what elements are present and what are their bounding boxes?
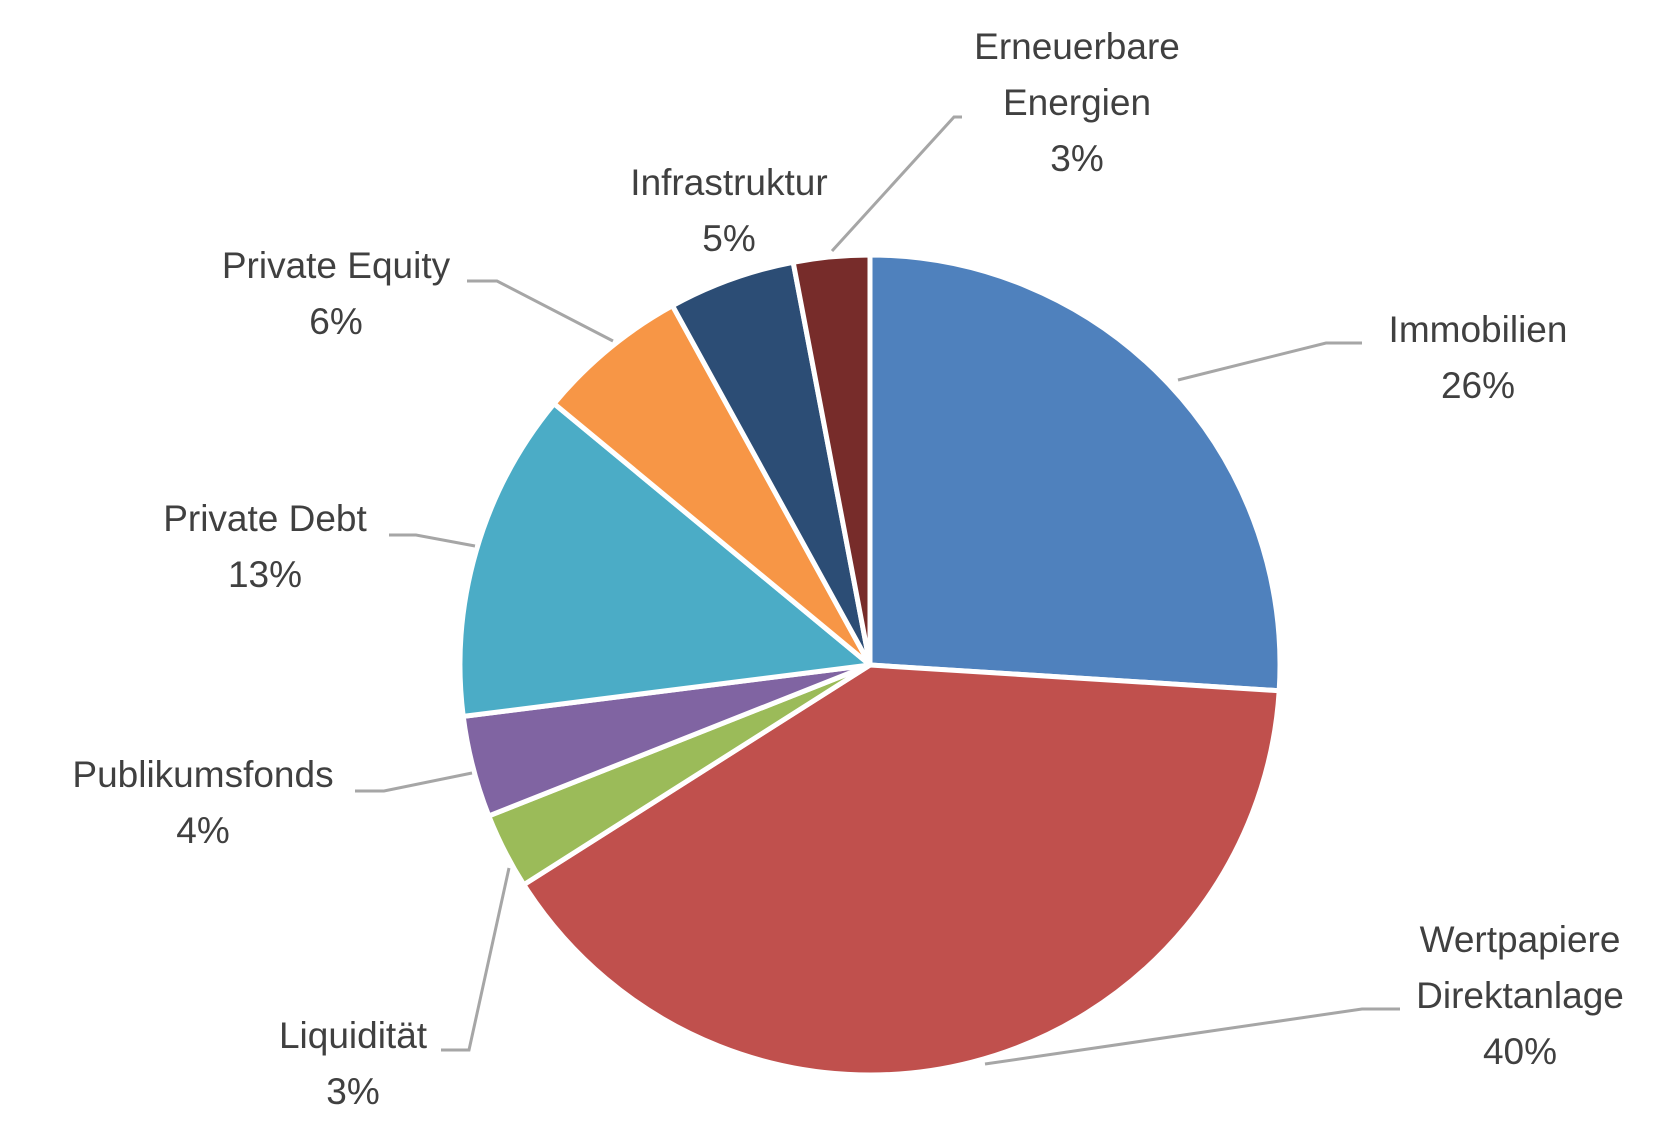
leader-line [984,1007,1400,1066]
leader-lines [355,115,1400,1066]
pie-slice-erneuerbare-energien [790,252,873,668]
pie-slice-private-equity [551,303,873,668]
percentage-label: 26% [1441,365,1515,406]
category-label: Energien [1003,82,1151,123]
percentage-label: 4% [176,810,229,851]
category-label: Private Equity [222,245,451,286]
data-labels: Immobilien 26% Wertpapiere Direktanlage 40% L… [72,26,1623,1112]
leader-line [441,867,511,1052]
percentage-label: 3% [1050,138,1103,179]
leader-line [355,771,473,793]
percentage-label: 3% [326,1071,379,1112]
percentage-label: 13% [228,554,302,595]
category-label: Erneuerbare [974,26,1180,67]
category-label: Immobilien [1389,309,1568,350]
leader-line [389,533,476,548]
category-label: Liquidität [279,1015,428,1056]
leader-line [830,115,962,253]
category-label: Direktanlage [1416,975,1624,1016]
category-label: Publikumsfonds [72,754,333,795]
category-label: Infrastruktur [630,162,827,203]
category-label: Private Debt [163,498,367,539]
pie-slice-private-debt [457,401,873,719]
pie-slice-immobilien [867,252,1283,694]
percentage-label: 6% [309,301,362,342]
leader-line [1177,341,1362,382]
percentage-label: 40% [1483,1031,1557,1072]
leader-line [467,279,614,343]
category-label: Wertpapiere [1420,919,1621,960]
percentage-label: 5% [702,218,755,259]
pie-slices [457,252,1283,1078]
